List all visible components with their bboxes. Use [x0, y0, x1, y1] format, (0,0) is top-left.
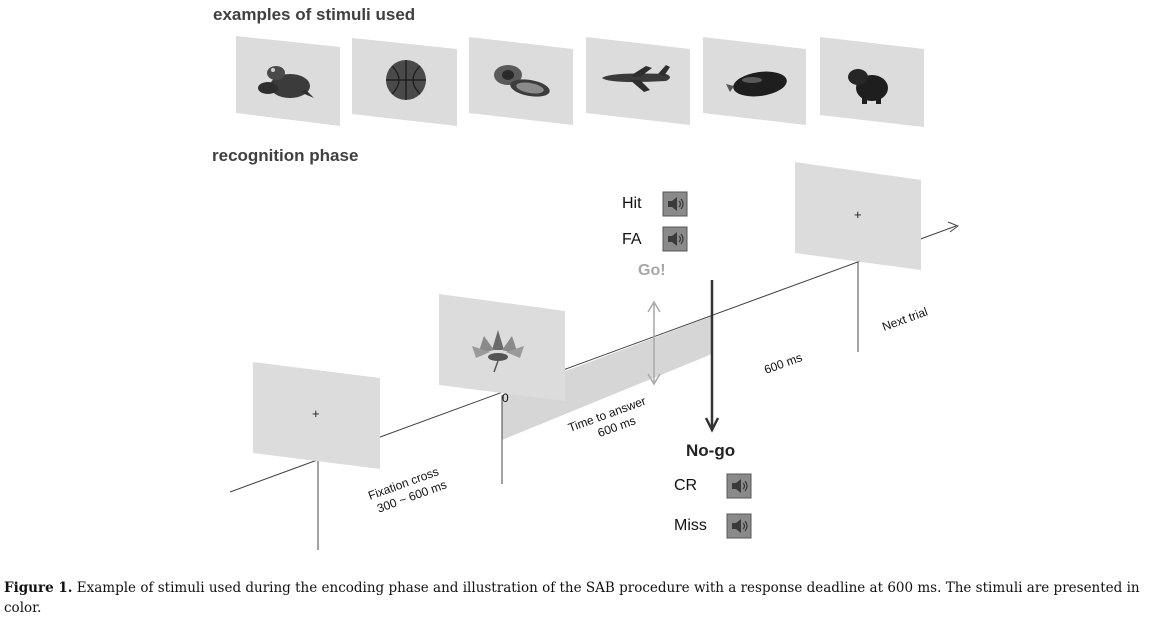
- stimulus-panel-capybara: [820, 37, 924, 127]
- avocado-icon: [494, 65, 550, 97]
- sab-procedure-diagram: examples of stimuli used recognition pha…: [212, 5, 960, 550]
- airplane-icon: [602, 65, 670, 92]
- lotus-flower-icon: [472, 330, 524, 373]
- stimulus-panel-frog: [236, 36, 340, 126]
- stimulus-panel-ball: [352, 38, 457, 126]
- cr-label: CR: [674, 477, 697, 494]
- nogo-arrow: [704, 280, 720, 433]
- go-label: Go!: [638, 262, 666, 279]
- speaker-icon: [726, 513, 752, 539]
- recognition-heading: recognition phase: [212, 146, 358, 165]
- fa-label: FA: [622, 231, 642, 248]
- fixation-screen: [253, 362, 380, 469]
- eggplant-icon: [726, 71, 787, 97]
- stimuli-heading: examples of stimuli used: [213, 5, 415, 24]
- answer-window-band: [502, 316, 712, 440]
- capybara-icon: [848, 69, 888, 104]
- stimulus-panel-avocado: [469, 37, 573, 125]
- stimulus-panel-airplane: [586, 37, 690, 125]
- nogo-label: No-go: [686, 441, 735, 460]
- speaker-icon: [662, 226, 688, 252]
- caption-text: Example of stimuli used during the encod…: [4, 580, 1140, 616]
- speaker-icon: [726, 473, 752, 499]
- figure-caption: Figure 1. Example of stimuli used during…: [4, 578, 1164, 618]
- figure-label: Figure 1.: [4, 580, 73, 596]
- fixation-label: Fixation cross 300 ~ 600 ms: [366, 464, 448, 515]
- fixation-cross: +: [312, 406, 320, 421]
- hit-label: Hit: [622, 195, 642, 212]
- frog-icon: [258, 66, 314, 98]
- miss-label: Miss: [674, 517, 707, 534]
- next-trial-screen: [795, 162, 921, 270]
- next-trial-label: Next trial: [880, 304, 929, 333]
- stimulus-panel-eggplant: [703, 37, 806, 125]
- next-trial-cross: +: [854, 207, 862, 222]
- speaker-icon: [662, 191, 688, 217]
- timeline-arrowhead: [947, 221, 960, 233]
- gap-label: 600 ms: [762, 350, 804, 377]
- onset-label: 0: [502, 391, 509, 405]
- go-double-arrow: [647, 300, 661, 386]
- basketball-icon: [386, 60, 426, 100]
